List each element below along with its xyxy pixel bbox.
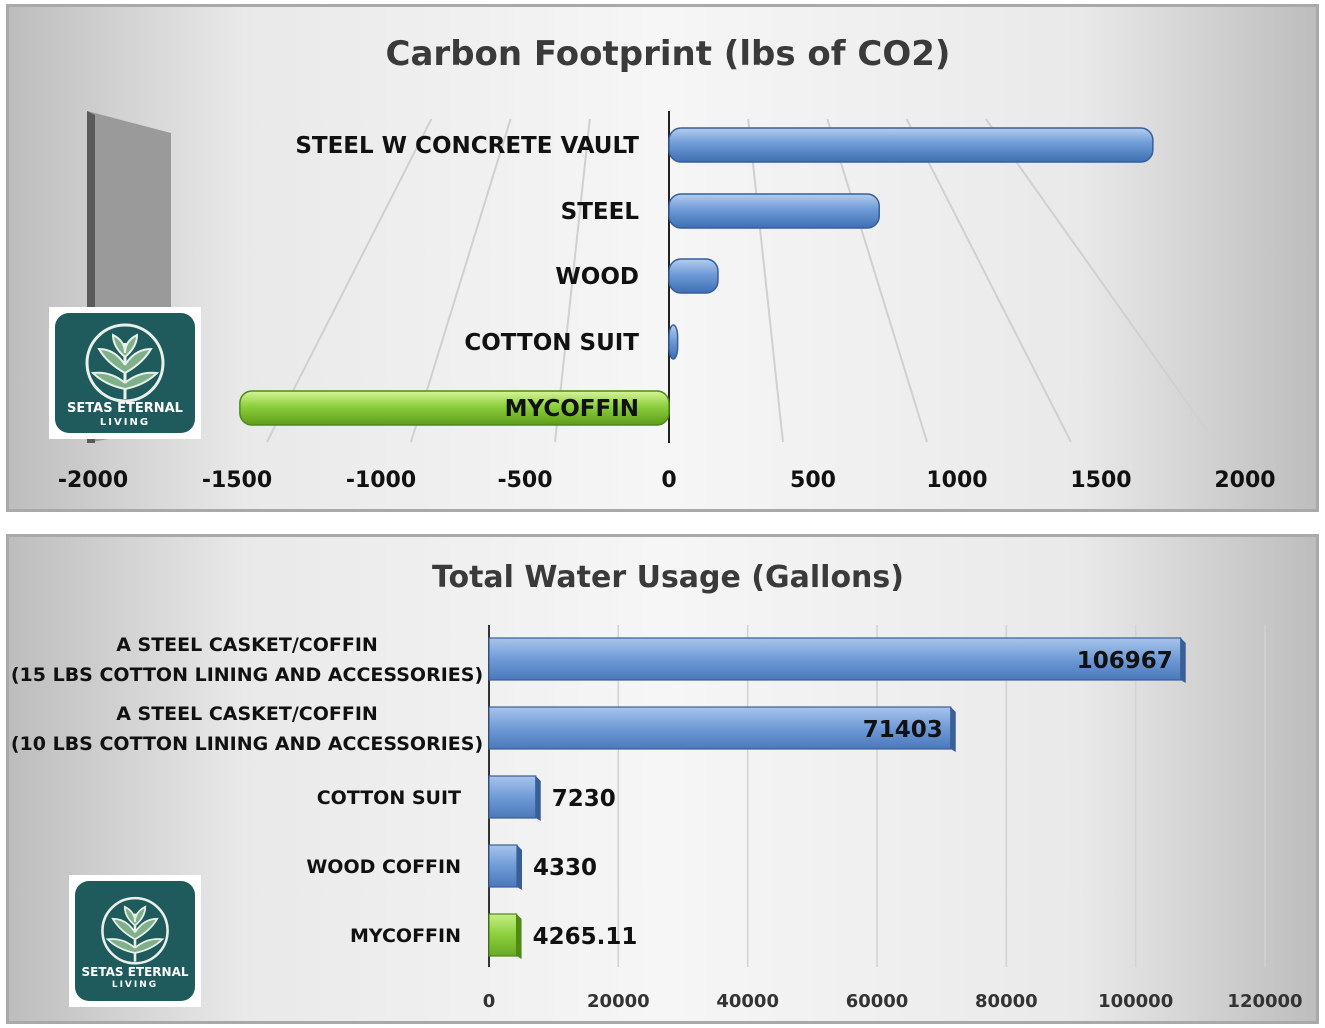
bar-wood: [668, 258, 719, 294]
x-tick-label: 20000: [587, 991, 650, 1012]
water-usage-chart: Total Water Usage (Gallons) 0 20000 40000 6…: [11, 560, 1303, 1012]
bar-steel-w-concrete-vault: [668, 127, 1154, 163]
category-label: STEEL: [561, 199, 640, 225]
bar-cotton-suit: [668, 324, 679, 360]
bar-side-a-steel-casket-coffin-15-lbs-cotton-lining-and-accessories: [1180, 638, 1186, 683]
bar-steel: [668, 193, 880, 229]
category-label: MYCOFFIN: [350, 925, 461, 947]
data-label: 4330: [533, 855, 597, 881]
gridline: [984, 118, 1216, 443]
x-tick-label: 1000: [926, 468, 987, 493]
x-tick-label: 0: [661, 468, 676, 493]
x-tick-label: 120000: [1227, 991, 1302, 1012]
bar-cotton-suit: [488, 775, 537, 819]
data-label: 4265.11: [533, 924, 638, 950]
bar-mycoffin: [488, 913, 518, 957]
category-label: A STEEL CASKET/COFFIN (10 LBS COTTON LINI…: [11, 703, 483, 755]
gridline: [410, 118, 512, 443]
gridline: [905, 118, 1072, 443]
category-label: WOOD COFFIN: [306, 856, 461, 878]
gridline: [266, 118, 433, 443]
bar-wood-coffin: [488, 844, 518, 888]
x-tick-label: -1500: [202, 468, 272, 493]
bar-side-cotton-suit: [535, 776, 541, 821]
x-tick-label: 2000: [1214, 468, 1275, 493]
logo-line-2: LIVING: [111, 980, 159, 990]
tree-leaf-icon: [85, 323, 165, 403]
category-label: COTTON SUIT: [464, 330, 639, 356]
bar-mycoffin: [239, 390, 670, 426]
logo-line-2: LIVING: [99, 417, 151, 428]
logo-line-1: SETAS ETERNAL: [67, 401, 183, 416]
data-label: 7230: [552, 786, 616, 812]
bar-side-a-steel-casket-coffin-10-lbs-cotton-lining-and-accessories: [950, 707, 956, 752]
carbon-footprint-chart: Carbon Footprint (lbs of CO2) -2000 -1500…: [58, 34, 1276, 493]
gridline: [554, 118, 591, 443]
gridline: [747, 118, 784, 443]
logo-line-1: SETAS ETERNAL: [81, 965, 189, 979]
tree-leaf-icon: [101, 896, 169, 965]
x-tick-label: -2000: [58, 468, 128, 493]
bar-a-steel-casket-coffin-10-lbs-cotton-lining-and-accessories: [488, 706, 952, 750]
bar-a-steel-casket-coffin-15-lbs-cotton-lining-and-accessories: [488, 637, 1182, 681]
bar-side-wood-coffin: [517, 845, 523, 890]
brand-logo: SETAS ETERNAL LIVING: [49, 307, 201, 439]
carbon-footprint-panel: Carbon Footprint (lbs of CO2) -2000 -1500…: [6, 4, 1319, 512]
gridline: [826, 118, 928, 443]
x-tick-label: 40000: [716, 991, 779, 1012]
category-label: STEEL W CONCRETE VAULT: [295, 133, 639, 159]
x-tick-label: -1000: [346, 468, 416, 493]
category-label: A STEEL CASKET/COFFIN (15 LBS COTTON LINI…: [11, 634, 483, 686]
x-tick-label: 500: [790, 468, 836, 493]
category-label: MYCOFFIN: [505, 396, 639, 422]
x-tick-label: 100000: [1098, 991, 1173, 1012]
x-tick-label: 0: [483, 991, 496, 1012]
brand-logo: SETAS ETERNAL LIVING: [69, 875, 201, 1007]
x-tick-label: -500: [497, 468, 552, 493]
chart-title: Total Water Usage (Gallons): [432, 560, 904, 595]
bar-side-mycoffin: [516, 914, 522, 959]
x-tick-label: 80000: [975, 991, 1038, 1012]
data-label: 106967: [1077, 648, 1173, 674]
chart-title: Carbon Footprint (lbs of CO2): [386, 34, 951, 74]
water-usage-panel: Total Water Usage (Gallons) 0 20000 40000 6…: [6, 534, 1319, 1024]
data-label: 71403: [863, 717, 943, 743]
category-label: WOOD: [555, 264, 639, 290]
category-label: COTTON SUIT: [317, 787, 461, 809]
x-tick-label: 1500: [1070, 468, 1131, 493]
x-tick-label: 60000: [846, 991, 909, 1012]
